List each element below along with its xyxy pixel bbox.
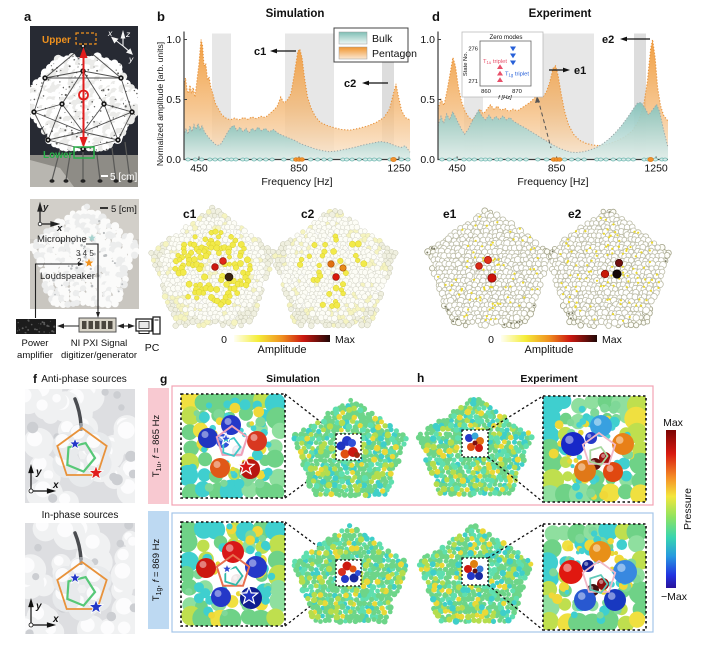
svg-text:450: 450 — [448, 163, 466, 175]
svg-text:NI PXI Signal: NI PXI Signal — [71, 338, 128, 349]
svg-text:x: x — [56, 223, 63, 234]
svg-text:276: 276 — [468, 47, 478, 53]
svg-text:0.5: 0.5 — [420, 94, 435, 106]
svg-text:860: 860 — [481, 89, 491, 95]
svg-text:Pentagon: Pentagon — [372, 48, 417, 60]
svg-text:Amplitude: Amplitude — [258, 344, 307, 356]
svg-text:T1g triplet: T1g triplet — [505, 72, 529, 78]
svg-text:In-phase sources: In-phase sources — [42, 510, 119, 521]
svg-text:Frequency [Hz]: Frequency [Hz] — [261, 176, 332, 188]
svg-text:Experiment: Experiment — [520, 373, 578, 385]
svg-text:y: y — [42, 202, 49, 213]
svg-text:d: d — [432, 9, 440, 24]
svg-text:0.0: 0.0 — [166, 154, 181, 166]
svg-text:Anti-phase sources: Anti-phase sources — [41, 374, 127, 385]
svg-text:T1u triplet: T1u triplet — [483, 59, 507, 65]
svg-text:1.0: 1.0 — [166, 34, 181, 46]
svg-text:a: a — [24, 9, 32, 24]
svg-text:Simulation: Simulation — [266, 373, 320, 385]
svg-text:g: g — [160, 372, 167, 386]
svg-text:3 4 5: 3 4 5 — [76, 249, 94, 258]
svg-text:e2: e2 — [568, 207, 582, 221]
svg-text:Power: Power — [22, 338, 49, 349]
svg-text:Bulk: Bulk — [372, 33, 393, 45]
svg-text:0: 0 — [488, 334, 494, 346]
svg-text:b: b — [157, 9, 165, 24]
svg-text:5 [cm]: 5 [cm] — [111, 204, 137, 215]
svg-text:Lower: Lower — [43, 150, 73, 161]
svg-text:State No.: State No. — [463, 52, 469, 77]
svg-text:Frequency [Hz]: Frequency [Hz] — [517, 176, 588, 188]
svg-text:1.0: 1.0 — [420, 34, 435, 46]
svg-text:amplifier: amplifier — [17, 350, 53, 361]
svg-text:1250: 1250 — [387, 163, 411, 175]
svg-text:PC: PC — [145, 342, 160, 354]
svg-text:Experiment: Experiment — [529, 8, 592, 20]
svg-text:Normalized amplitude [arb. uni: Normalized amplitude [arb. units] — [155, 42, 165, 166]
svg-text:x: x — [52, 480, 59, 491]
svg-text:0.5: 0.5 — [166, 94, 181, 106]
svg-text:0: 0 — [221, 334, 227, 346]
svg-text:f: f — [33, 372, 38, 386]
svg-text:y: y — [35, 467, 42, 478]
svg-text:Upper: Upper — [42, 35, 71, 46]
svg-text:Microphone: Microphone — [37, 234, 87, 245]
svg-text:e1: e1 — [574, 65, 586, 77]
svg-text:y: y — [35, 601, 42, 612]
svg-text:5 [cm]: 5 [cm] — [110, 172, 137, 183]
svg-text:Amplitude: Amplitude — [525, 344, 574, 356]
svg-text:c1: c1 — [183, 207, 197, 221]
svg-text:h: h — [417, 371, 424, 385]
svg-text:c2: c2 — [344, 78, 356, 90]
svg-text:Simulation: Simulation — [266, 8, 325, 20]
svg-text:e1: e1 — [443, 207, 457, 221]
svg-text:z: z — [125, 29, 131, 39]
svg-text:digitizer/generator: digitizer/generator — [61, 350, 137, 361]
svg-text:850: 850 — [548, 163, 566, 175]
svg-text:Max: Max — [335, 334, 356, 346]
svg-text:Loudspeaker: Loudspeaker — [40, 271, 95, 282]
svg-text:y: y — [128, 54, 134, 64]
svg-text:1250: 1250 — [644, 163, 668, 175]
svg-text:2: 2 — [77, 257, 82, 266]
svg-text:450: 450 — [190, 163, 208, 175]
svg-text:f [Hz]: f [Hz] — [498, 95, 512, 101]
svg-text:870: 870 — [512, 89, 522, 95]
svg-text:c2: c2 — [301, 207, 315, 221]
svg-text:c1: c1 — [254, 46, 266, 58]
svg-text:x: x — [52, 614, 59, 625]
svg-text:850: 850 — [290, 163, 308, 175]
svg-text:Max: Max — [602, 334, 623, 346]
svg-text:0.0: 0.0 — [420, 154, 435, 166]
svg-text:x: x — [107, 28, 113, 38]
svg-text:e2: e2 — [602, 34, 614, 46]
svg-text:271: 271 — [468, 79, 478, 85]
svg-text:Zero modes: Zero modes — [489, 34, 522, 41]
